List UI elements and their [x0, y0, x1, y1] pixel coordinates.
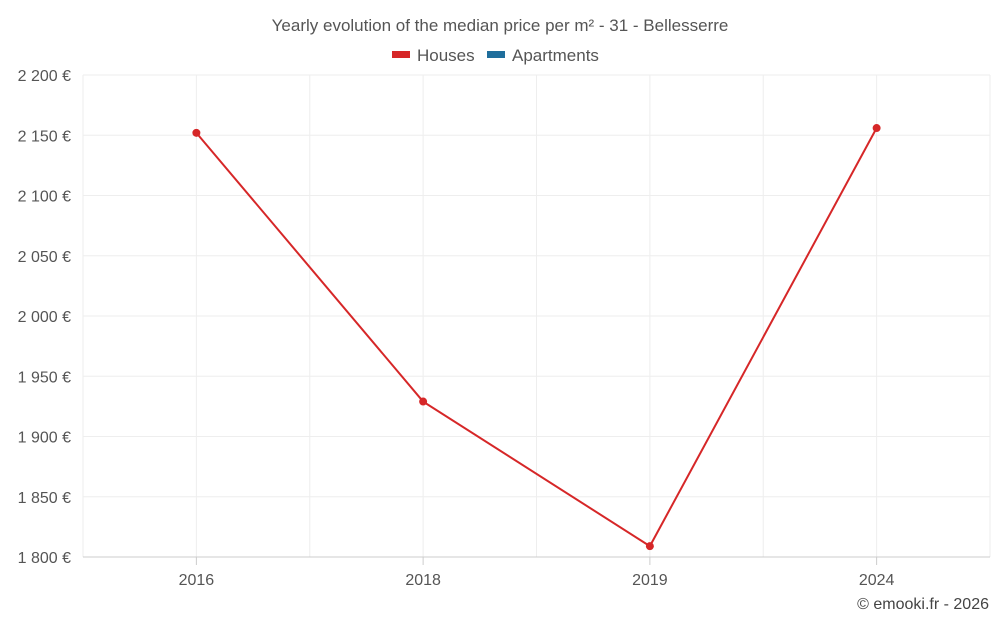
legend-item-apartments[interactable]: Apartments — [487, 46, 599, 65]
y-tick-label: 1 800 € — [18, 550, 71, 567]
credit-text: © emooki.fr - 2026 — [857, 596, 989, 613]
data-point[interactable] — [872, 124, 881, 133]
x-axis-ticks: 2016 2018 2019 2024 — [179, 557, 895, 589]
x-tick-label: 2019 — [632, 572, 668, 589]
x-tick-label: 2016 — [179, 572, 215, 589]
y-tick-label: 2 000 € — [18, 309, 71, 326]
legend: Houses Apartments — [392, 46, 599, 65]
series-line-houses — [195, 127, 878, 548]
x-gridlines — [82, 75, 991, 557]
y-tick-label: 1 850 € — [18, 490, 71, 507]
legend-swatch-apartments — [487, 51, 505, 58]
x-tick-label: 2018 — [405, 572, 441, 589]
x-tick-label: 2024 — [859, 572, 895, 589]
y-tick-label: 1 950 € — [18, 369, 71, 386]
data-point[interactable] — [419, 397, 428, 406]
chart-title: Yearly evolution of the median price per… — [272, 16, 729, 35]
legend-item-houses[interactable]: Houses — [392, 46, 475, 65]
y-tick-label: 2 050 € — [18, 249, 71, 266]
legend-label-houses: Houses — [417, 46, 475, 65]
data-point[interactable] — [645, 542, 654, 551]
y-axis-ticks: 1 800 € 1 850 € 1 900 € 1 950 € 2 000 € 2 050… — [18, 68, 71, 567]
y-tick-label: 2 200 € — [18, 68, 71, 85]
data-point[interactable] — [192, 128, 201, 137]
y-tick-label: 1 900 € — [18, 430, 71, 447]
legend-label-apartments: Apartments — [512, 46, 599, 65]
y-tick-label: 2 150 € — [18, 128, 71, 145]
series-houses — [192, 124, 881, 551]
legend-swatch-houses — [392, 51, 410, 58]
y-tick-label: 2 100 € — [18, 189, 71, 206]
